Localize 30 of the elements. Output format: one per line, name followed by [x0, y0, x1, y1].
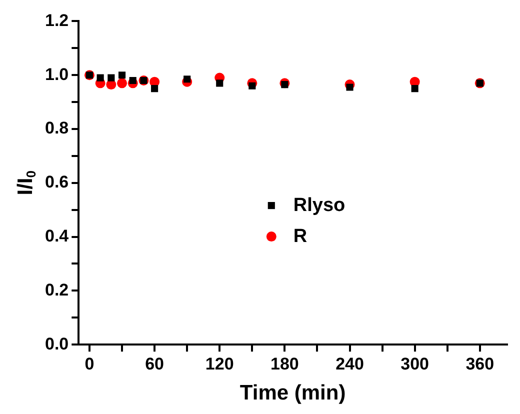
- point: [117, 78, 128, 88]
- x-tick-label: 180: [270, 354, 299, 374]
- point: [118, 72, 126, 79]
- x-tick-label: 300: [400, 354, 430, 374]
- point: [96, 74, 104, 82]
- point: [108, 74, 115, 82]
- point: [184, 76, 191, 83]
- point: [129, 76, 136, 84]
- y-tick-label: 1.0: [44, 64, 69, 84]
- y-tick-label: 0.4: [44, 226, 70, 246]
- x-tick-label: 0: [84, 354, 94, 374]
- point: [216, 80, 224, 87]
- x-tick-label: 120: [205, 354, 234, 374]
- x-tick-label: 60: [145, 354, 164, 374]
- legend-label: R: [293, 226, 308, 247]
- y-tick-label: 0.0: [44, 334, 69, 354]
- y-tick-label: 0.6: [44, 172, 69, 192]
- point: [151, 85, 158, 92]
- y-axis-title: I/I0: [14, 170, 39, 196]
- x-tick-label: 360: [466, 354, 494, 374]
- legend-label: Rlyso: [293, 194, 346, 216]
- x-tick-label: 240: [336, 354, 364, 374]
- point: [248, 82, 256, 90]
- y-tick-label: 0.2: [44, 280, 69, 300]
- y-tick-label: 1.2: [44, 10, 69, 30]
- x-axis-title: Time (min): [240, 381, 346, 404]
- point: [281, 80, 288, 88]
- point: [346, 84, 354, 91]
- y-tick-label: 0.8: [44, 118, 69, 138]
- point: [411, 85, 418, 92]
